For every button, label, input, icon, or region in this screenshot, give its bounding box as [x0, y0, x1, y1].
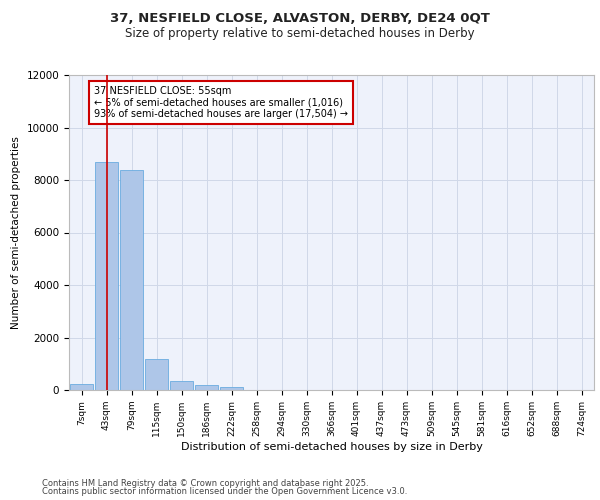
X-axis label: Distribution of semi-detached houses by size in Derby: Distribution of semi-detached houses by …	[181, 442, 482, 452]
Bar	[95, 162, 118, 390]
Text: Contains public sector information licensed under the Open Government Licence v3: Contains public sector information licen…	[42, 487, 407, 496]
Bar	[170, 381, 193, 390]
Text: Contains HM Land Registry data © Crown copyright and database right 2025.: Contains HM Land Registry data © Crown c…	[42, 478, 368, 488]
Bar	[195, 385, 218, 390]
Y-axis label: Number of semi-detached properties: Number of semi-detached properties	[11, 136, 21, 329]
Bar	[145, 358, 168, 390]
Bar	[120, 170, 143, 390]
Text: 37, NESFIELD CLOSE, ALVASTON, DERBY, DE24 0QT: 37, NESFIELD CLOSE, ALVASTON, DERBY, DE2…	[110, 12, 490, 26]
Text: 37 NESFIELD CLOSE: 55sqm
← 5% of semi-detached houses are smaller (1,016)
93% of: 37 NESFIELD CLOSE: 55sqm ← 5% of semi-de…	[94, 86, 348, 118]
Bar	[220, 387, 243, 390]
Text: Size of property relative to semi-detached houses in Derby: Size of property relative to semi-detach…	[125, 28, 475, 40]
Bar	[70, 384, 93, 390]
